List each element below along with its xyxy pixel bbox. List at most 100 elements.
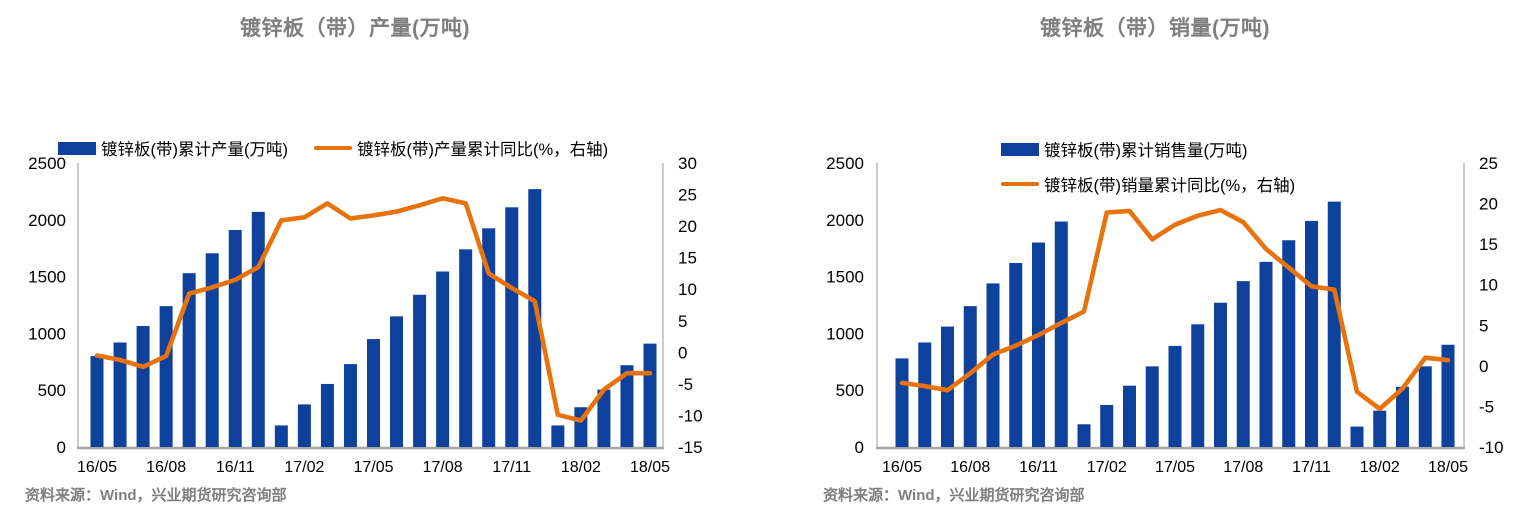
bar — [228, 230, 242, 447]
bar — [551, 425, 565, 447]
bar — [1350, 426, 1364, 447]
right-axis-tick-label: 0 — [678, 343, 687, 362]
bar — [1009, 262, 1023, 447]
left-axis-tick-label: 1000 — [28, 324, 66, 343]
bar — [1396, 386, 1409, 447]
x-axis-tick-label: 17/11 — [1292, 459, 1331, 476]
x-axis-tick-label: 16/11 — [216, 459, 255, 476]
bar — [1054, 221, 1068, 447]
bar-swatch-icon — [1001, 142, 1039, 156]
right-chart-legend: 镀锌板(带)累计销售量(万吨) 镀锌板(带)销量累计同比(%，右轴) — [1001, 137, 1295, 196]
bar — [482, 228, 496, 447]
left-axis-tick-label: 500 — [38, 381, 66, 400]
bar — [1259, 261, 1273, 447]
left-source-note: 资料来源：Wind，兴业期货研究咨询部 — [25, 487, 287, 504]
bar — [963, 306, 977, 447]
right-axis-tick-label: 20 — [1479, 195, 1498, 214]
left-axis-tick-label: 2500 — [28, 154, 66, 173]
line-swatch-icon — [313, 145, 352, 151]
right-axis-tick-label: -5 — [1479, 397, 1494, 416]
right-axis-tick-label: 25 — [678, 186, 697, 205]
left-axis-tick-label: 0 — [57, 438, 66, 457]
line-series — [899, 207, 1451, 412]
legend-item: 镀锌板(带)累计产量(万吨) — [58, 136, 288, 160]
bar — [436, 271, 450, 447]
x-axis-tick-label: 16/05 — [882, 459, 922, 476]
bar — [1168, 345, 1182, 447]
x-axis-tick-label: 16/05 — [77, 459, 117, 476]
bar — [205, 253, 219, 447]
right-axis-tick-label: 30 — [678, 154, 697, 173]
x-axis-tick-label: 17/05 — [1155, 459, 1195, 476]
bar — [390, 316, 404, 447]
line-swatch-icon — [1001, 181, 1039, 187]
left-axis-tick-label: 1500 — [28, 268, 66, 287]
right-axis-tick-label: -5 — [678, 375, 693, 394]
bar — [1077, 424, 1091, 447]
left-axis-tick-label: 2000 — [826, 211, 864, 230]
bar — [1123, 385, 1136, 447]
bar — [297, 404, 311, 447]
bar — [136, 326, 150, 447]
x-axis-tick-label: 17/02 — [1087, 459, 1127, 476]
x-axis-tick-label: 16/08 — [950, 459, 990, 476]
bar — [459, 249, 473, 447]
x-axis-tick-label: 17/05 — [353, 459, 393, 476]
bar — [1373, 410, 1387, 447]
x-axis-tick-label: 18/05 — [630, 459, 670, 476]
bar — [1327, 201, 1341, 447]
chart-0: 2500 2000 1500 1000 500 0 30 25 20 15 10 5 0 -5 -10 -15… — [28, 154, 702, 476]
bar — [941, 326, 954, 447]
legend-label: 镀锌板(带)销量累计同比(%，右轴) — [1044, 177, 1296, 195]
legend-item: 镀锌板(带)产量累计同比(%，右轴) — [313, 136, 609, 160]
bar — [1032, 242, 1045, 447]
bar — [1214, 302, 1227, 447]
right-axis-tick-label: -10 — [678, 406, 703, 425]
left-axis-tick-label: 2500 — [826, 154, 864, 173]
bar — [528, 189, 542, 448]
bar — [413, 294, 427, 447]
x-axis-tick-label: 18/02 — [1360, 459, 1400, 476]
right-axis-tick-label: 0 — [1479, 357, 1488, 376]
legend-label: 镀锌板(带)累计销售量(万吨) — [1044, 142, 1248, 160]
left-chart-title: 镀锌板（带）产量(万吨) — [240, 17, 470, 40]
x-axis-tick-label: 17/11 — [492, 459, 531, 476]
bar — [1191, 324, 1205, 447]
x-axis-tick-label: 16/11 — [1019, 459, 1058, 476]
bar-swatch-icon — [58, 141, 96, 155]
right-axis-tick-label: 20 — [678, 217, 697, 236]
legend-label: 镀锌板(带)产量累计同比(%，右轴) — [356, 141, 609, 159]
right-axis-tick-label: -15 — [678, 438, 703, 457]
bar — [367, 339, 380, 447]
chart-1: 2500 2000 1500 1000 500 0 25 20 15 10 5 0 -5 -10 16/05… — [826, 154, 1503, 476]
bars-series — [90, 189, 657, 448]
bar — [251, 211, 265, 447]
right-axis-tick-label: 5 — [678, 312, 687, 331]
legend-item: 镀锌板(带)销量累计同比(%，右轴) — [1001, 172, 1295, 196]
bar — [643, 343, 657, 447]
left-axis-tick-label: 500 — [836, 381, 864, 400]
line-series — [94, 196, 653, 423]
x-axis-tick-label: 16/08 — [146, 459, 186, 476]
bar — [597, 389, 611, 447]
bar — [1236, 281, 1250, 447]
bar — [1282, 240, 1296, 447]
right-source-note: 资料来源：Wind，兴业期货研究咨询部 — [823, 487, 1085, 504]
right-axis-tick-label: 10 — [678, 280, 697, 299]
bar — [320, 383, 334, 447]
bar — [182, 273, 196, 447]
right-axis-tick-label: 15 — [1479, 235, 1498, 254]
right-axis-tick-label: -10 — [1479, 438, 1504, 457]
right-axis-tick-label: 10 — [1479, 276, 1498, 295]
legend-item: 镀锌板(带)累计销售量(万吨) — [1001, 137, 1247, 161]
right-chart-title: 镀锌板（带）销量(万吨) — [1040, 17, 1270, 40]
bar — [918, 342, 932, 447]
bar — [620, 365, 634, 447]
right-axis-tick-label: 5 — [1479, 316, 1488, 335]
bar — [274, 425, 288, 447]
legend-label: 镀锌板(带)累计产量(万吨) — [101, 141, 288, 159]
bar — [159, 306, 173, 447]
bar — [113, 342, 127, 447]
bar — [343, 364, 357, 447]
